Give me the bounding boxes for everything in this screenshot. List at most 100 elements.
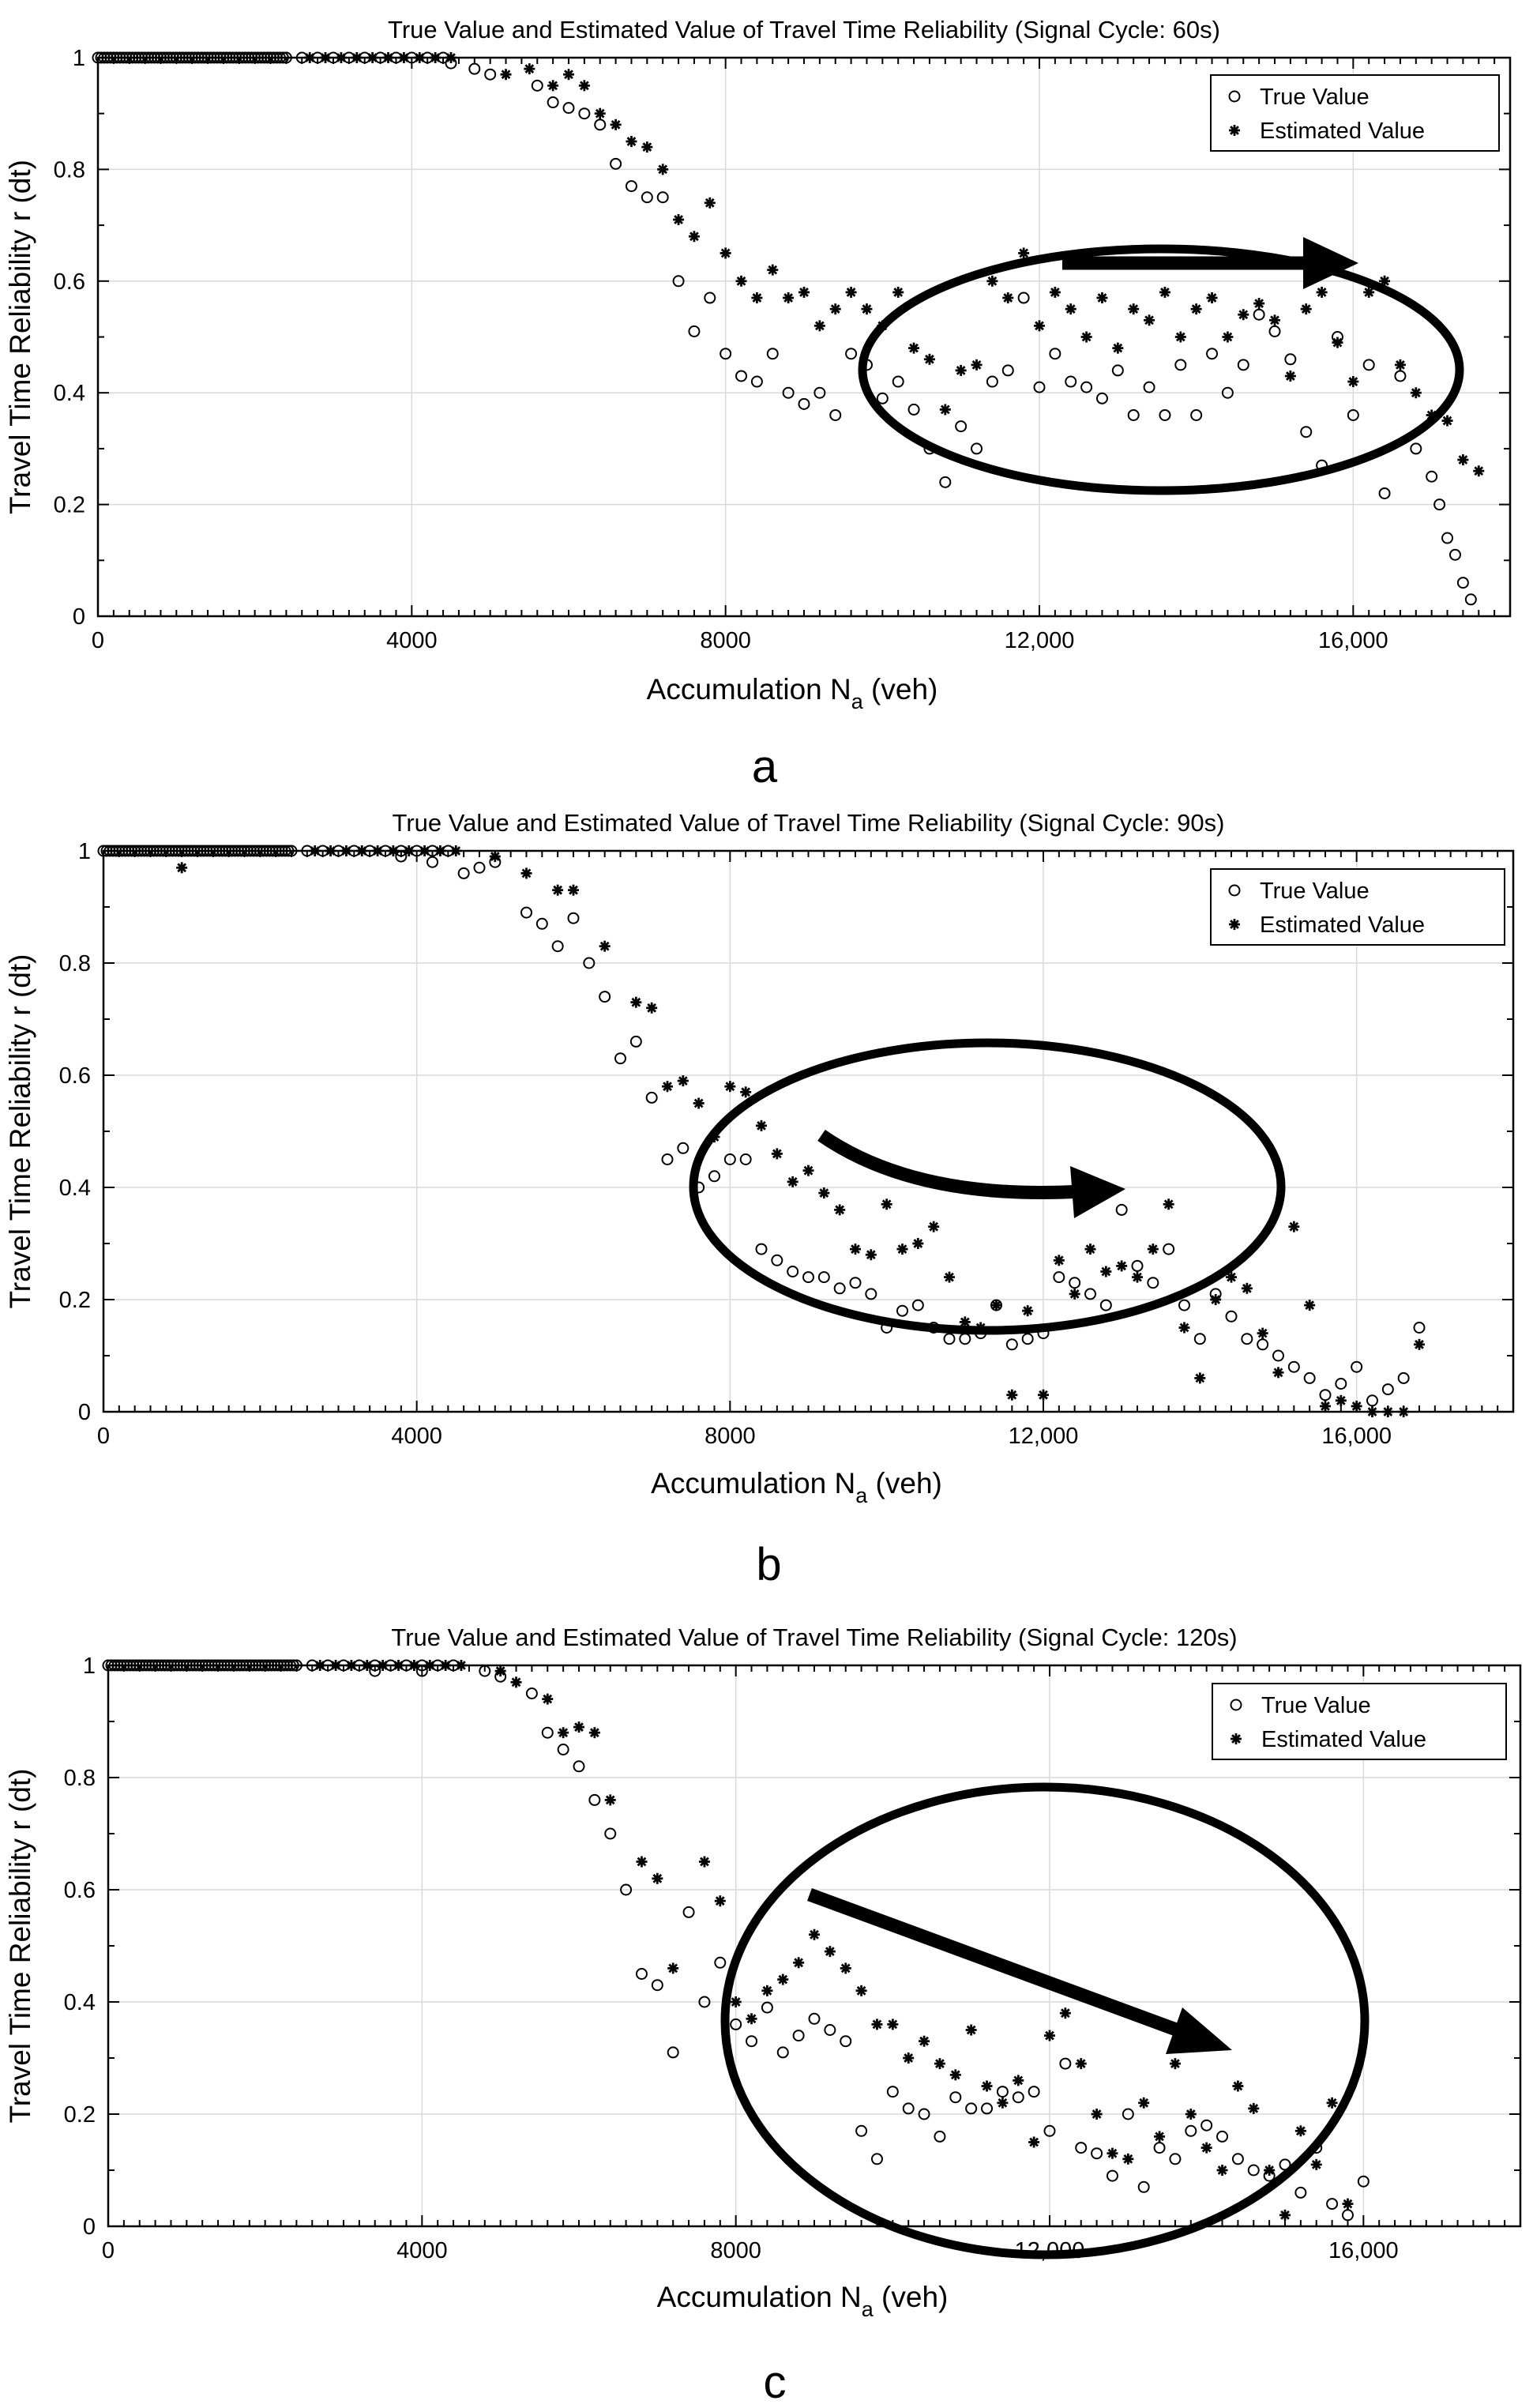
true-value-point (610, 157, 622, 170)
true-value-point (918, 2108, 930, 2120)
saturated-point (241, 845, 254, 857)
saturated-point (188, 845, 201, 857)
saturated-point (159, 1659, 171, 1672)
true-value-point (792, 2030, 805, 2042)
true-value-point (1053, 1271, 1065, 1284)
legend-box (1210, 868, 1505, 946)
x-axis-label-subscript: a (862, 2297, 874, 2321)
saturated-point (262, 1659, 275, 1672)
saturated-point (102, 1659, 115, 1672)
legend-estimated-value-marker (1231, 1733, 1242, 1744)
estimated-value-point (1163, 1198, 1174, 1210)
saturated-point (272, 1659, 284, 1672)
true-value-point (578, 107, 591, 120)
estimated-value-point (1112, 342, 1124, 354)
estimated-value-point (1347, 376, 1359, 388)
true-value-point (672, 275, 685, 288)
estimated-value-point (934, 2058, 945, 2070)
y-tick-label: 1 (78, 839, 91, 864)
true-value-point (468, 62, 481, 75)
saturated-point (279, 845, 291, 857)
saturated-point (196, 1659, 209, 1672)
y-tick-label: 0.8 (64, 1766, 96, 1791)
annotation-arrow-shaft (817, 1130, 1083, 1199)
saturated-point (118, 1659, 130, 1672)
x-axis-label: Accumulation Na (veh) (657, 2281, 949, 2321)
estimated-value-point (892, 286, 904, 298)
estimated-value-point (1335, 1394, 1347, 1406)
true-value-point (1326, 2198, 1339, 2210)
saturated-point (234, 1659, 246, 1672)
saturated-point (115, 1659, 127, 1672)
true-value-point (720, 348, 732, 360)
panel-label: b (756, 1539, 781, 1590)
estimated-value-point (829, 303, 841, 315)
estimated-value-point (798, 286, 810, 298)
saturated-point (258, 51, 271, 64)
true-value-point (531, 79, 543, 92)
estimated-value-point (767, 264, 779, 276)
true-value-point (802, 1271, 814, 1284)
saturated-point-estimated (456, 1660, 467, 1671)
estimated-value-point (1107, 2147, 1118, 2159)
saturated-point (249, 51, 261, 64)
true-value-point (1433, 499, 1446, 511)
saturated-point (107, 51, 120, 64)
true-value-point (708, 1170, 720, 1183)
x-axis-label-unit: (veh) (874, 2281, 949, 2313)
true-value-point (761, 2001, 773, 2014)
true-value-point (1206, 348, 1219, 360)
true-value-point (1241, 1333, 1253, 1345)
true-value-point (415, 1665, 428, 1677)
true-value-point (907, 403, 920, 416)
saturated-point (121, 1659, 133, 1672)
y-tick-label: 0.4 (59, 1176, 91, 1201)
estimated-value-point (955, 364, 967, 376)
true-value-point (1287, 1360, 1300, 1373)
saturated-point (221, 1659, 234, 1672)
saturated-point (132, 845, 145, 857)
saturated-point (239, 51, 252, 64)
saturated-point (127, 1659, 140, 1672)
estimated-value-point (558, 1727, 569, 1739)
x-tick-label: 4000 (386, 628, 438, 653)
x-axis-label-main: Accumulation N (651, 1467, 855, 1499)
y-axis-label: Travel Time Reliability r (dt) (4, 1769, 36, 2124)
true-value-point (1231, 2153, 1244, 2165)
true-value-point (682, 1906, 695, 1918)
saturated-point (183, 1659, 196, 1672)
true-value-point (750, 375, 763, 388)
saturated-point (216, 845, 229, 857)
true-value-point (1190, 408, 1203, 421)
true-value-point (1272, 1349, 1284, 1362)
true-value-point (1163, 1243, 1175, 1255)
estimated-value-point (1379, 275, 1391, 287)
saturated-point (167, 51, 179, 64)
x-axis-label-unit: (veh) (867, 1467, 942, 1499)
estimated-value-point (688, 231, 700, 243)
saturated-point (266, 845, 279, 857)
estimated-value-point (1382, 1406, 1394, 1417)
saturated-point (272, 845, 285, 857)
estimated-value-point (1065, 303, 1076, 315)
estimated-value-point (588, 1727, 600, 1739)
legend: True Value Estimated Value (1210, 74, 1500, 152)
true-value-point (1127, 408, 1140, 421)
estimated-value-point (630, 996, 642, 1008)
saturated-point (146, 1659, 159, 1672)
saturated-point (160, 51, 173, 64)
estimated-value-point (1084, 1244, 1096, 1255)
true-value-point (525, 1687, 538, 1699)
estimated-value-point (1284, 370, 1296, 382)
estimated-value-point (1091, 2109, 1103, 2120)
estimated-value-point (636, 1856, 648, 1868)
y-tick-label: 0 (83, 2214, 96, 2240)
true-value-point (798, 397, 810, 410)
y-tick-label: 0.2 (54, 493, 85, 518)
saturated-point (153, 845, 166, 857)
true-value-point (746, 2035, 758, 2048)
true-value-point (1268, 325, 1281, 337)
saturated-point (133, 1659, 146, 1672)
true-value-point (583, 957, 596, 969)
true-value-point (704, 292, 716, 304)
